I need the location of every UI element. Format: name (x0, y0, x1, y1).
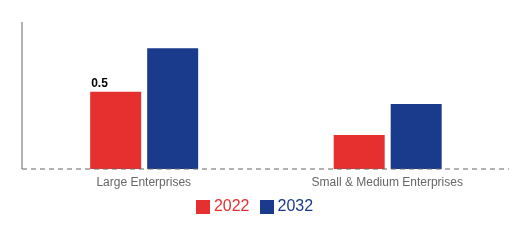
svg-text:Large Enterprises: Large Enterprises (96, 175, 191, 189)
svg-text:Small & Medium Enterprises: Small & Medium Enterprises (312, 175, 463, 189)
html-text:2032: 2032 (277, 197, 314, 214)
svg-text:0.5: 0.5 (91, 76, 108, 90)
html-text:2022: 2022 (213, 197, 250, 214)
